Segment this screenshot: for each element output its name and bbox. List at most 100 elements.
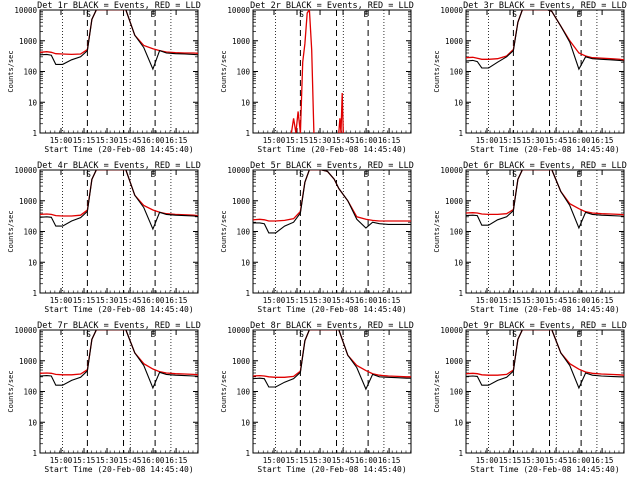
series-group xyxy=(253,330,411,391)
y-tick-label: 1 xyxy=(245,449,250,458)
panel-det-7: Det 7r BLACK = Events, RED = LLD 1 10 100 10… xyxy=(7,321,201,474)
y-tick-label: 1000 xyxy=(445,197,464,206)
x-axis-label: Start Time (20-Feb-08 14:45:40) xyxy=(257,305,406,314)
y-tick-label: 10 xyxy=(454,258,464,267)
x-tick-label: 15:30 xyxy=(309,456,332,465)
y-tick-label: 100 xyxy=(236,228,250,237)
y-tick-label: 10000 xyxy=(14,326,37,335)
y-tick-label: 1 xyxy=(245,289,250,298)
lld-series-line xyxy=(466,10,624,61)
lld-series-line xyxy=(40,170,198,217)
y-tick-label: 10000 xyxy=(440,326,463,335)
x-tick-label: 15:45 xyxy=(332,296,355,305)
marker-e: E xyxy=(150,330,155,339)
y-tick-label: 100 xyxy=(23,388,37,397)
x-tick-label: 15:00 xyxy=(50,456,73,465)
y-tick-label: 1 xyxy=(458,129,463,138)
panel-title: Det 9r BLACK = Events, RED = LLD xyxy=(463,321,627,331)
y-tick-label: 100 xyxy=(23,68,37,77)
series-group xyxy=(253,170,411,234)
marker-s: S xyxy=(299,170,304,179)
x-tick-label: 15:45 xyxy=(545,456,568,465)
lld-series-line xyxy=(290,10,315,133)
x-tick-label: 16:15 xyxy=(591,296,614,305)
y-tick-label: 10 xyxy=(28,98,38,107)
marker-e: E xyxy=(363,170,368,179)
x-tick-label: 16:15 xyxy=(378,456,401,465)
x-tick-label: 16:15 xyxy=(378,296,401,305)
y-tick-label: 100 xyxy=(236,388,250,397)
events-series-line xyxy=(253,330,411,391)
x-tick-label: 15:30 xyxy=(522,456,545,465)
lld-series-line xyxy=(466,330,624,376)
lld-series-line xyxy=(466,170,624,216)
y-tick-label: 100 xyxy=(23,228,37,237)
y-tick-label: 100 xyxy=(449,228,463,237)
y-tick-label: 100 xyxy=(449,388,463,397)
x-tick-label: 15:45 xyxy=(119,296,142,305)
x-tick-label: 15:45 xyxy=(332,136,355,145)
y-tick-label: 1000 xyxy=(19,197,38,206)
x-axis-label: Start Time (20-Feb-08 14:45:40) xyxy=(44,145,193,154)
x-axis-label: Start Time (20-Feb-08 14:45:40) xyxy=(470,145,619,154)
x-tick-label: 16:00 xyxy=(142,296,165,305)
x-tick-label: 16:00 xyxy=(568,456,591,465)
y-tick-label: 10000 xyxy=(227,6,250,15)
y-tick-label: 10000 xyxy=(440,6,463,15)
x-tick-label: 15:00 xyxy=(50,136,73,145)
marker-e: E xyxy=(576,170,581,179)
panel-det-4: Det 4r BLACK = Events, RED = LLD 1 10 100 10… xyxy=(7,161,201,314)
x-tick-label: 16:00 xyxy=(355,136,378,145)
events-series-line xyxy=(466,10,624,71)
plot-frame xyxy=(465,169,625,294)
panel-det-5: Det 5r BLACK = Events, RED = LLD 1 10 100 10… xyxy=(220,161,414,314)
x-tick-label: 15:00 xyxy=(263,456,286,465)
y-axis-label: Counts/sec xyxy=(7,370,15,412)
x-tick-label: 15:00 xyxy=(263,296,286,305)
plot-frame xyxy=(39,329,199,454)
marker-e: E xyxy=(150,170,155,179)
events-series-line xyxy=(40,10,198,71)
x-tick-label: 15:00 xyxy=(476,136,499,145)
x-tick-label: 15:45 xyxy=(119,456,142,465)
plot-frame xyxy=(252,9,412,134)
x-tick-label: 15:30 xyxy=(309,136,332,145)
y-tick-label: 10 xyxy=(454,418,464,427)
series-group xyxy=(466,330,624,390)
x-tick-label: 15:30 xyxy=(96,296,119,305)
x-tick-label: 16:15 xyxy=(165,136,188,145)
y-axis-label: Counts/sec xyxy=(7,210,15,252)
marker-e: E xyxy=(363,10,368,19)
x-tick-label: 15:15 xyxy=(499,456,522,465)
x-tick-label: 16:00 xyxy=(568,296,591,305)
x-tick-label: 15:00 xyxy=(50,296,73,305)
x-tick-label: 15:00 xyxy=(476,456,499,465)
y-tick-label: 10 xyxy=(454,98,464,107)
lld-series-line xyxy=(40,10,198,56)
x-tick-label: 16:15 xyxy=(165,456,188,465)
marker-s: S xyxy=(86,10,91,19)
x-tick-label: 15:15 xyxy=(73,456,96,465)
y-tick-label: 100 xyxy=(236,68,250,77)
x-axis-label: Start Time (20-Feb-08 14:45:40) xyxy=(44,305,193,314)
panel-title: Det 2r BLACK = Events, RED = LLD xyxy=(250,1,414,11)
x-tick-label: 15:30 xyxy=(522,136,545,145)
x-tick-label: 15:15 xyxy=(286,136,309,145)
x-tick-label: 16:00 xyxy=(142,456,165,465)
plot-frame xyxy=(252,329,412,454)
events-series-line xyxy=(466,330,624,390)
y-tick-label: 1 xyxy=(32,289,37,298)
events-series-line xyxy=(40,170,198,231)
marker-e: E xyxy=(150,10,155,19)
series-group xyxy=(290,10,344,133)
y-tick-label: 10000 xyxy=(14,166,37,175)
x-tick-label: 15:30 xyxy=(522,296,545,305)
y-tick-label: 10 xyxy=(241,418,251,427)
panel-det-6: Det 6r BLACK = Events, RED = LLD 1 10 100 10… xyxy=(433,161,627,314)
x-tick-label: 15:45 xyxy=(119,136,142,145)
y-tick-label: 10 xyxy=(28,258,38,267)
x-tick-label: 15:15 xyxy=(286,296,309,305)
series-group xyxy=(466,170,624,230)
y-tick-label: 1000 xyxy=(19,357,38,366)
series-group xyxy=(40,330,198,390)
